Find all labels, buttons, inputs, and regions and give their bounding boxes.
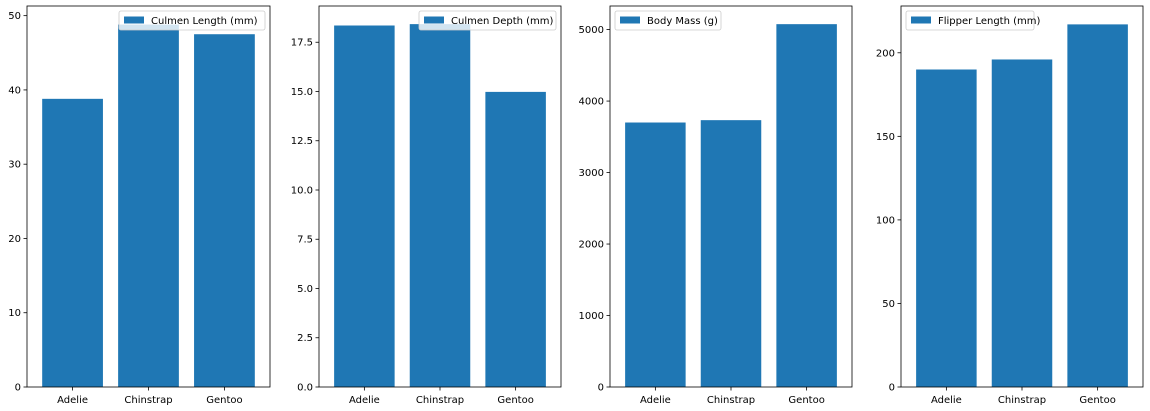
legend: Body Mass (g): [614, 10, 722, 31]
legend-box: [905, 10, 1035, 31]
bar-adelie: [334, 25, 395, 387]
bar-adelie: [42, 98, 103, 388]
x-tick-label: Gentoo: [1079, 395, 1115, 406]
chart-panel-1: 0 10 20 30 40 50 Adelie Chinstrap Gentoo Culmen L…: [8, 5, 271, 406]
y-tick-label: 0: [889, 383, 895, 394]
y-tick-label: 50: [8, 11, 21, 22]
legend: Culmen Depth (mm): [418, 10, 557, 31]
y-tick-label: 4000: [579, 97, 604, 108]
y-tick-label: 0.0: [297, 383, 313, 394]
y-tick-label: 200: [876, 48, 895, 59]
chart-panel-4: 0 50 100 150 200 Adelie Chinstrap Gentoo Flipper…: [876, 5, 1144, 406]
y-tick-label: 5000: [579, 25, 604, 36]
legend-label: Culmen Depth (mm): [451, 16, 554, 27]
y-tick-label: 0: [15, 383, 21, 394]
bar-gentoo: [194, 34, 255, 387]
y-tick-label: 1000: [579, 311, 604, 322]
legend-swatch: [124, 16, 144, 24]
x-tick-label: Chinstrap: [124, 395, 172, 406]
legend: Flipper Length (mm): [905, 10, 1041, 31]
bar-chinstrap: [700, 120, 762, 387]
bar-adelie: [625, 122, 686, 388]
chart-panel-2: 0.0 2.5 5.0 7.5 10.0 12.5 15.0 17.5 Adelie Chinst…: [291, 5, 562, 406]
y-tick-label: 5.0: [297, 284, 313, 295]
bar-gentoo: [485, 91, 546, 387]
y-tick-label: 40: [8, 85, 21, 96]
legend-swatch: [620, 16, 640, 24]
chart-panel-3: 0 1000 2000 3000 4000 5000 Adelie Chinstrap Gent…: [579, 5, 853, 406]
y-tick-label: 2.5: [297, 333, 313, 344]
y-tick-label: 7.5: [297, 235, 313, 246]
x-tick-label: Chinstrap: [416, 395, 464, 406]
y-tick-label: 15.0: [291, 87, 313, 98]
legend-swatch: [911, 16, 931, 24]
y-tick-label: 20: [8, 234, 21, 245]
x-tick-label: Gentoo: [206, 395, 242, 406]
y-tick-label: 3000: [579, 168, 604, 179]
legend-label: Body Mass (g): [647, 16, 718, 27]
x-tick-label: Adelie: [640, 395, 671, 406]
bar-adelie: [916, 69, 977, 387]
bar-chinstrap: [991, 59, 1053, 387]
bar-gentoo: [1067, 24, 1128, 387]
y-tick-label: 10.0: [291, 185, 313, 196]
y-tick-label: 50: [882, 299, 895, 310]
legend-box: [418, 10, 557, 31]
y-tick-label: 12.5: [291, 136, 313, 147]
x-tick-label: Chinstrap: [998, 395, 1046, 406]
x-tick-label: Adelie: [931, 395, 962, 406]
x-tick-label: Chinstrap: [707, 395, 755, 406]
bar-chinstrap: [118, 24, 179, 387]
bar-gentoo: [776, 24, 837, 388]
legend-box: [118, 10, 266, 31]
y-tick-label: 2000: [579, 240, 604, 251]
bar-chinstrap: [409, 24, 471, 388]
legend-label: Flipper Length (mm): [938, 16, 1041, 27]
y-tick-label: 10: [8, 308, 21, 319]
x-tick-label: Adelie: [57, 395, 88, 406]
y-tick-label: 0: [598, 383, 604, 394]
y-tick-label: 17.5: [291, 38, 313, 49]
x-tick-label: Gentoo: [788, 395, 824, 406]
y-tick-label: 30: [8, 160, 21, 171]
legend: Culmen Length (mm): [118, 10, 266, 31]
legend-swatch: [424, 16, 444, 24]
x-tick-label: Adelie: [349, 395, 380, 406]
legend-label: Culmen Length (mm): [151, 16, 258, 27]
y-tick-label: 100: [876, 215, 895, 226]
y-tick-label: 150: [876, 132, 895, 143]
legend-box: [614, 10, 722, 31]
x-tick-label: Gentoo: [497, 395, 533, 406]
